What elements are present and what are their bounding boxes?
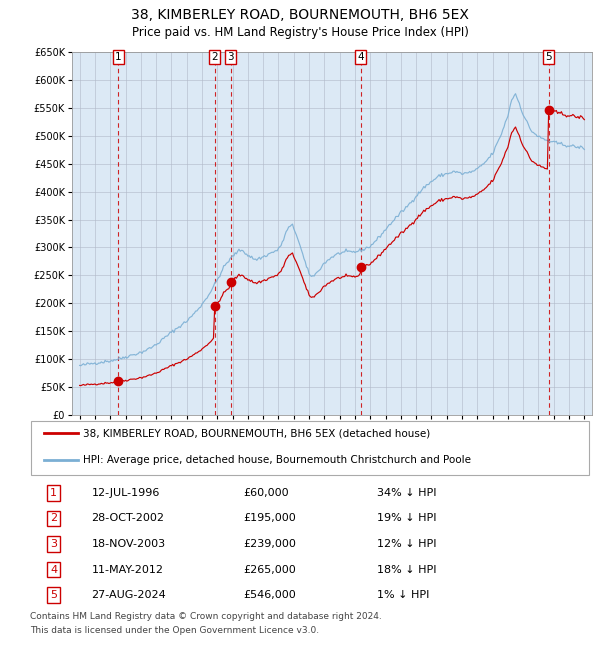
Text: 3: 3 <box>227 52 234 62</box>
Text: 19% ↓ HPI: 19% ↓ HPI <box>377 514 437 523</box>
Text: 18% ↓ HPI: 18% ↓ HPI <box>377 565 437 575</box>
Text: 2: 2 <box>211 52 218 62</box>
Text: 1: 1 <box>50 488 57 498</box>
Text: 38, KIMBERLEY ROAD, BOURNEMOUTH, BH6 5EX: 38, KIMBERLEY ROAD, BOURNEMOUTH, BH6 5EX <box>131 8 469 22</box>
Text: 2: 2 <box>50 514 57 523</box>
Text: This data is licensed under the Open Government Licence v3.0.: This data is licensed under the Open Gov… <box>30 626 319 635</box>
FancyBboxPatch shape <box>31 421 589 475</box>
Text: 34% ↓ HPI: 34% ↓ HPI <box>377 488 437 498</box>
Text: 11-MAY-2012: 11-MAY-2012 <box>92 565 164 575</box>
Text: 5: 5 <box>50 590 57 600</box>
Text: 4: 4 <box>357 52 364 62</box>
Text: 1: 1 <box>115 52 122 62</box>
Text: 1% ↓ HPI: 1% ↓ HPI <box>377 590 430 600</box>
Text: 4: 4 <box>50 565 57 575</box>
Text: 12-JUL-1996: 12-JUL-1996 <box>92 488 160 498</box>
Text: 5: 5 <box>545 52 552 62</box>
Text: 18-NOV-2003: 18-NOV-2003 <box>92 539 166 549</box>
Text: £195,000: £195,000 <box>243 514 296 523</box>
Text: 28-OCT-2002: 28-OCT-2002 <box>92 514 164 523</box>
Text: HPI: Average price, detached house, Bournemouth Christchurch and Poole: HPI: Average price, detached house, Bour… <box>83 455 471 465</box>
Text: £265,000: £265,000 <box>243 565 296 575</box>
Text: £239,000: £239,000 <box>243 539 296 549</box>
Text: £546,000: £546,000 <box>243 590 296 600</box>
Text: 12% ↓ HPI: 12% ↓ HPI <box>377 539 437 549</box>
Text: 27-AUG-2024: 27-AUG-2024 <box>92 590 166 600</box>
Text: 3: 3 <box>50 539 57 549</box>
Text: £60,000: £60,000 <box>243 488 289 498</box>
Text: Contains HM Land Registry data © Crown copyright and database right 2024.: Contains HM Land Registry data © Crown c… <box>30 612 382 621</box>
Text: Price paid vs. HM Land Registry's House Price Index (HPI): Price paid vs. HM Land Registry's House … <box>131 26 469 39</box>
Text: 38, KIMBERLEY ROAD, BOURNEMOUTH, BH6 5EX (detached house): 38, KIMBERLEY ROAD, BOURNEMOUTH, BH6 5EX… <box>83 428 430 439</box>
